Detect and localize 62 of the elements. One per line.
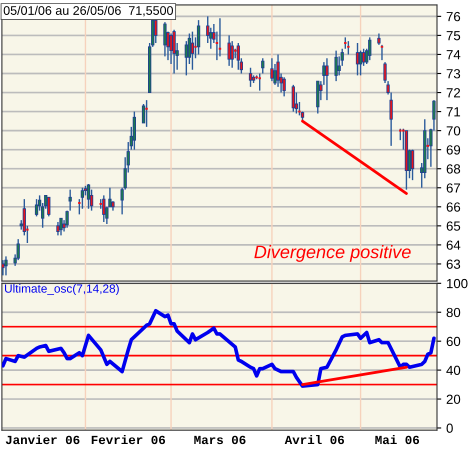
y-tick-label: 64 [446,240,460,250]
candlestick [4,256,8,276]
candlestick [190,30,194,70]
candlestick [59,218,63,236]
y-tick-label: 100 [447,278,468,288]
line-series [2,309,436,388]
candlestick [356,42,360,76]
y-tick-label: 20 [446,394,460,404]
candlestick [2,259,5,276]
candlestick [236,42,240,70]
candlestick [86,183,90,210]
candlestick [142,103,146,124]
candlestick [377,32,381,46]
y-tick-label: 74 [446,50,460,60]
candlestick [358,50,362,76]
y-tick-label: 60 [446,336,460,346]
y-tick-label: 75 [446,31,460,40]
y-tick-label: 66 [446,202,460,212]
candlestick [410,148,414,181]
y-tick-label: 0 [446,424,453,433]
y-tick-label: 68 [446,164,460,174]
candlestick [292,84,295,112]
text: Ultimate_osc(7,14,28) [4,284,119,296]
y-tick-label: 40 [446,366,460,376]
candlestick [172,29,176,74]
candlestick [248,67,252,88]
candlestick [282,76,286,98]
y-tick-label: 69 [446,145,460,155]
candlestick [334,50,338,82]
x-tick-label: Mars 06 [194,436,246,444]
y-tick-label: 76 [446,12,460,22]
candlestick [65,210,69,228]
x-tick-label: Mai 06 [375,435,420,444]
y-tick-label: 67 [446,183,460,193]
y-tick-label: 73 [446,69,460,78]
candlestick [163,21,167,58]
candlestick [270,58,274,82]
x-tick-label: Avril 06 [284,435,344,444]
candlestick [68,188,72,212]
annotation: Divergence positive [254,245,411,262]
y-tick-label: 63 [446,260,460,269]
candlestick [111,200,115,212]
y-tick-label: 80 [446,308,460,318]
y-tick-label: 71 [446,107,460,116]
candlestick [325,58,329,101]
candlestick [56,221,60,236]
candlestick [47,196,50,218]
candlestick [102,194,106,223]
candlestick [169,32,173,65]
x-tick-label: Janvier 06 [6,435,80,444]
y-tick-label: 65 [446,221,460,231]
chart-title: 05/01/06 au 26/05/06 71,5500 [4,6,174,16]
y-tick-label: 72 [446,88,460,98]
candlestick [132,110,136,150]
x-tick-label: Fevrier 06 [92,435,166,444]
candlestick [383,61,387,84]
candlestick [196,19,200,56]
candlestick [227,34,231,67]
candlestick [368,36,372,61]
candlestick [261,58,264,74]
candlestick [34,198,38,218]
y-tick-label: 70 [446,126,460,136]
